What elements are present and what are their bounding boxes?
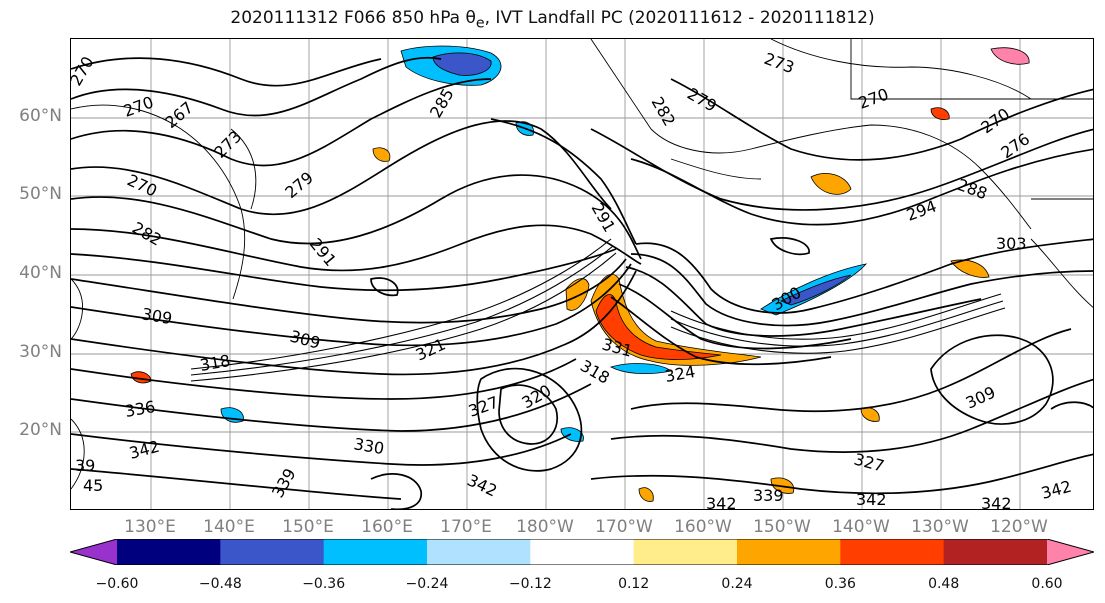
contour-label: 327 (466, 392, 501, 420)
colorbar-tick-label: −0.60 (95, 576, 139, 592)
colorbar-tick-label: 0.12 (618, 576, 650, 592)
lon-label-140w: 140°W (832, 517, 890, 537)
colorbar (70, 539, 1094, 565)
contour-label: 309 (288, 327, 322, 353)
contour-label: 273 (762, 49, 797, 77)
colorbar-extension-max (1047, 539, 1094, 565)
lon-label-170w: 170°W (595, 517, 653, 537)
lat-label-20n: 20°N (19, 420, 62, 440)
contour-label: 342 (856, 490, 887, 509)
contour-label: 270 (977, 104, 1013, 137)
colorbar-tick-label: 0.24 (721, 576, 753, 592)
contour-label: 291 (306, 234, 340, 270)
colorbar-tick-label: −0.48 (198, 576, 242, 592)
contour-label: 339 (753, 486, 784, 505)
contour-label: 309 (140, 304, 173, 328)
contour-label: 336 (123, 397, 156, 421)
title-subscript: e (475, 15, 485, 32)
lat-label-30n: 30°N (19, 342, 62, 362)
lon-label-130w: 130°W (911, 517, 969, 537)
colorbar-tick-label: −0.12 (508, 576, 552, 592)
lat-label-60n: 60°N (19, 106, 62, 126)
contour-label: 309 (963, 382, 999, 412)
contour-label: 324 (663, 362, 696, 386)
colorbar-segments (70, 539, 1094, 565)
colorbar-segment (943, 539, 1048, 565)
contour-label: 270 (856, 84, 891, 112)
title-rest: , IVT Landfall PC (2020111612 - 20201118… (484, 8, 875, 28)
contour-label: 282 (648, 94, 680, 130)
map-title: 2020111312 F066 850 hPa θe, IVT Landfall… (0, 8, 1105, 31)
lon-label-150w: 150°W (753, 517, 811, 537)
lon-label-130e: 130°E (124, 517, 176, 537)
colorbar-segment (220, 539, 325, 565)
contour-label: 327 (852, 450, 886, 476)
contour-label: 273 (210, 127, 245, 162)
colorbar-tick-label: 0.60 (1031, 576, 1063, 592)
lon-label-160e: 160°E (361, 517, 413, 537)
lon-label-150e: 150°E (282, 517, 334, 537)
contour-label: 270 (71, 53, 98, 89)
contour-label: 294 (904, 196, 939, 224)
jet-contours (190, 238, 1006, 382)
contour-label: 342 (706, 494, 737, 510)
contour-label: 339 (268, 465, 300, 501)
contour-label: 267 (161, 98, 197, 132)
colorbar-tick-label: 0.36 (824, 576, 856, 592)
colorbar-extension-min (70, 539, 117, 565)
contour-label: 330 (352, 434, 385, 458)
contour-label: 342 (464, 470, 500, 500)
lon-label-180w: 180°W (516, 517, 574, 537)
contour-label: 285 (426, 85, 458, 121)
colorbar-tick-label: −0.24 (405, 576, 449, 592)
contour-label: 318 (577, 356, 613, 388)
contour-label: 342 (1039, 477, 1073, 503)
colorbar-tick-label: 0.48 (928, 576, 960, 592)
contour-label: 39 (75, 456, 95, 475)
lat-label-50n: 50°N (19, 184, 62, 204)
lon-label-140e: 140°E (203, 517, 255, 537)
colorbar-tick-label: −0.36 (302, 576, 346, 592)
map-panel: 270 270 267 273 270 279 285 282 282 279 … (70, 38, 1094, 510)
contour-label: 303 (996, 234, 1027, 253)
contour-label: 279 (281, 168, 317, 202)
colorbar-segment (427, 539, 531, 565)
colorbar-segment (633, 539, 738, 565)
colorbar-segment (737, 539, 841, 565)
lon-label-160w: 160°W (674, 517, 732, 537)
map-canvas: 270 270 267 273 270 279 285 282 282 279 … (71, 39, 1093, 510)
contour-label: 291 (588, 200, 620, 236)
contour-label: 321 (413, 334, 449, 364)
contour-label: 276 (997, 129, 1033, 162)
contour-label: 282 (129, 218, 165, 250)
lat-label-40n: 40°N (19, 263, 62, 283)
colorbar-segment (530, 539, 635, 565)
lon-label-170e: 170°E (440, 517, 492, 537)
colorbar-segment (117, 539, 221, 565)
contour-label: 45 (83, 476, 103, 495)
lon-label-120w: 120°W (990, 517, 1048, 537)
title-main: 2020111312 F066 850 hPa θ (230, 8, 476, 28)
contour-label: 342 (981, 494, 1012, 510)
colorbar-segment (323, 539, 428, 565)
colorbar-segment (840, 539, 945, 565)
